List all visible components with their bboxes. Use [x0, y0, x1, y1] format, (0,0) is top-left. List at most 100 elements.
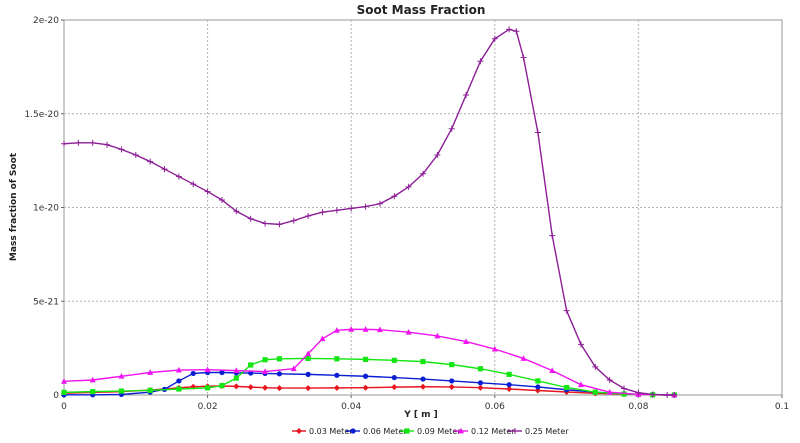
- data-point: [161, 166, 168, 173]
- data-point: [89, 139, 96, 146]
- y-tick-label: 2e-20: [33, 16, 59, 26]
- data-point: [405, 328, 412, 335]
- data-point: [362, 373, 369, 379]
- data-point: [305, 355, 311, 362]
- y-tick-label: 1e-20: [33, 204, 59, 214]
- data-point: [477, 384, 484, 391]
- data-point: [219, 369, 225, 376]
- data-point: [262, 384, 269, 391]
- data-point: [305, 350, 312, 357]
- data-point: [147, 387, 153, 393]
- data-point: [535, 384, 541, 390]
- y-axis-label: Mass fraction of Soot: [9, 152, 19, 261]
- x-tick-label: 0.08: [628, 402, 648, 412]
- data-point: [319, 209, 326, 216]
- data-point: [334, 372, 340, 378]
- legend-item: 0.12 Meter: [454, 427, 515, 436]
- data-point: [391, 384, 398, 391]
- data-point: [420, 359, 426, 365]
- data-point: [262, 357, 268, 363]
- legend-item: 0.09 Meter: [400, 427, 461, 436]
- data-point: [305, 385, 312, 392]
- legend-item: 0.03 Meter: [292, 427, 353, 436]
- data-point: [606, 388, 613, 395]
- data-point: [664, 392, 671, 398]
- data-point: [448, 383, 455, 390]
- data-point: [233, 375, 239, 381]
- data-point: [118, 373, 125, 379]
- data-point: [477, 366, 484, 372]
- data-point: [247, 215, 254, 222]
- data-point: [635, 389, 642, 396]
- x-axis-label: Y [ m ]: [403, 410, 438, 420]
- legend-marker: [458, 427, 464, 434]
- data-point: [671, 392, 678, 398]
- data-point: [513, 28, 520, 35]
- y-axis-ticks: 0 5e-21 1e-20 1.5e-20 2e-20: [24, 16, 64, 401]
- series-5: [61, 26, 678, 398]
- data-point: [391, 374, 397, 381]
- legend-marker: [296, 428, 302, 434]
- data-point: [535, 378, 541, 384]
- series-3: [61, 355, 677, 398]
- data-point: [233, 367, 240, 374]
- x-axis-ticks: 0 0.02 0.04 0.06 0.08 0.1: [61, 395, 789, 412]
- data-point: [549, 367, 556, 374]
- y-tick-label: 0: [53, 391, 59, 401]
- data-point: [319, 335, 326, 342]
- data-point: [563, 307, 570, 314]
- legend: 0.03 Meter 0.06 Meter 0.09 Meter 0.12 Meter…: [292, 427, 569, 436]
- data-point: [621, 385, 628, 392]
- data-point: [305, 212, 312, 219]
- data-point: [276, 371, 282, 377]
- data-point: [606, 377, 613, 383]
- data-point: [506, 371, 512, 377]
- x-tick-label: 0.1: [775, 402, 789, 412]
- data-point: [491, 345, 498, 352]
- legend-marker: [512, 428, 518, 434]
- data-point: [175, 173, 182, 180]
- x-tick-label: 0.06: [485, 402, 505, 412]
- data-point: [333, 384, 340, 391]
- data-point: [190, 370, 196, 377]
- legend-label: 0.03 Meter: [309, 427, 353, 436]
- data-point: [592, 363, 599, 370]
- data-point: [391, 357, 397, 363]
- series-4: [61, 326, 678, 398]
- data-point: [449, 362, 455, 368]
- data-point: [463, 338, 470, 344]
- data-point: [61, 389, 67, 395]
- legend-label: 0.12 Meter: [471, 427, 515, 436]
- x-tick-label: 0: [61, 402, 67, 412]
- data-point: [434, 332, 441, 339]
- legend-item: 0.25 Meter: [508, 427, 569, 436]
- data-point: [104, 141, 111, 148]
- data-point: [434, 152, 441, 158]
- data-point: [506, 386, 513, 392]
- data-point: [348, 326, 355, 332]
- data-point: [276, 221, 283, 228]
- data-point: [75, 139, 82, 146]
- data-point: [204, 188, 211, 195]
- data-point: [90, 389, 96, 395]
- series-group: [61, 26, 678, 398]
- data-point: [118, 388, 125, 394]
- x-tick-label: 0.02: [198, 402, 218, 412]
- data-point: [147, 158, 154, 165]
- grid: [64, 20, 782, 395]
- data-point: [564, 384, 570, 391]
- data-point: [477, 58, 484, 65]
- data-point: [420, 376, 426, 382]
- data-point: [176, 386, 182, 392]
- plot-area: [63, 19, 783, 396]
- data-point: [61, 140, 67, 147]
- data-point: [176, 378, 182, 384]
- data-point: [506, 382, 512, 388]
- data-point: [391, 193, 398, 200]
- data-point: [549, 232, 556, 239]
- y-tick-label: 1.5e-20: [24, 110, 59, 120]
- data-point: [534, 129, 541, 136]
- chart-title: Soot Mass Fraction: [357, 3, 486, 17]
- legend-marker: [350, 428, 356, 434]
